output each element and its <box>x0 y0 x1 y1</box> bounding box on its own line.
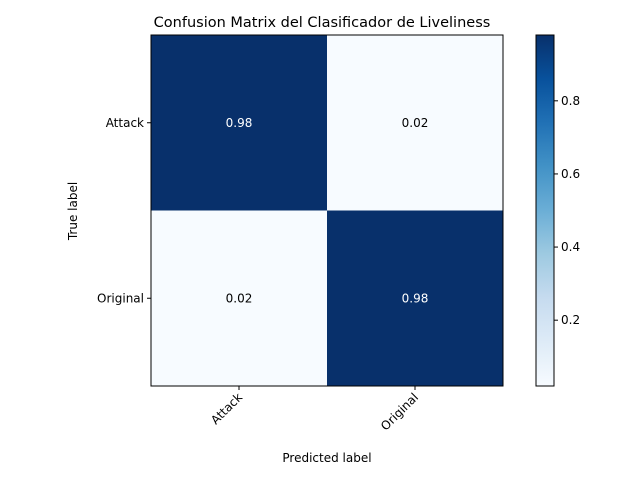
heatmap-cell <box>327 210 503 386</box>
y-axis-label: True label <box>66 182 80 241</box>
colorbar-tick-label: 0.8 <box>561 94 580 108</box>
colorbar <box>536 35 554 386</box>
y-tick-label: Original <box>97 291 144 305</box>
heatmap-cell <box>151 35 327 211</box>
colorbar-frame <box>535 34 555 387</box>
x-tick-label: Attack <box>208 390 245 427</box>
heatmap-cells: 0.98 0.02 0.02 0.98 <box>151 35 503 386</box>
y-tick-label: Attack <box>106 116 144 130</box>
plot-frame <box>150 34 504 387</box>
cell-value-label: 0.02 <box>402 116 429 130</box>
chart-title: Confusion Matrix del Clasificador de Liv… <box>154 15 491 31</box>
y-axis: Attack Original <box>97 116 151 305</box>
x-axis-label: Predicted label <box>282 451 371 465</box>
colorbar-ticks: 0.2 0.4 0.6 0.8 <box>554 94 580 327</box>
heatmap-cell <box>327 35 503 211</box>
colorbar-tick-label: 0.2 <box>561 313 580 327</box>
cell-value-label: 0.02 <box>226 291 253 305</box>
cell-value-label: 0.98 <box>402 291 429 305</box>
heatmap-cell <box>151 210 327 386</box>
x-axis: Attack Original <box>208 386 421 433</box>
x-tick-label: Original <box>378 390 421 433</box>
colorbar-tick-label: 0.4 <box>561 240 580 254</box>
cell-value-label: 0.98 <box>226 116 253 130</box>
colorbar-tick-label: 0.6 <box>561 167 580 181</box>
